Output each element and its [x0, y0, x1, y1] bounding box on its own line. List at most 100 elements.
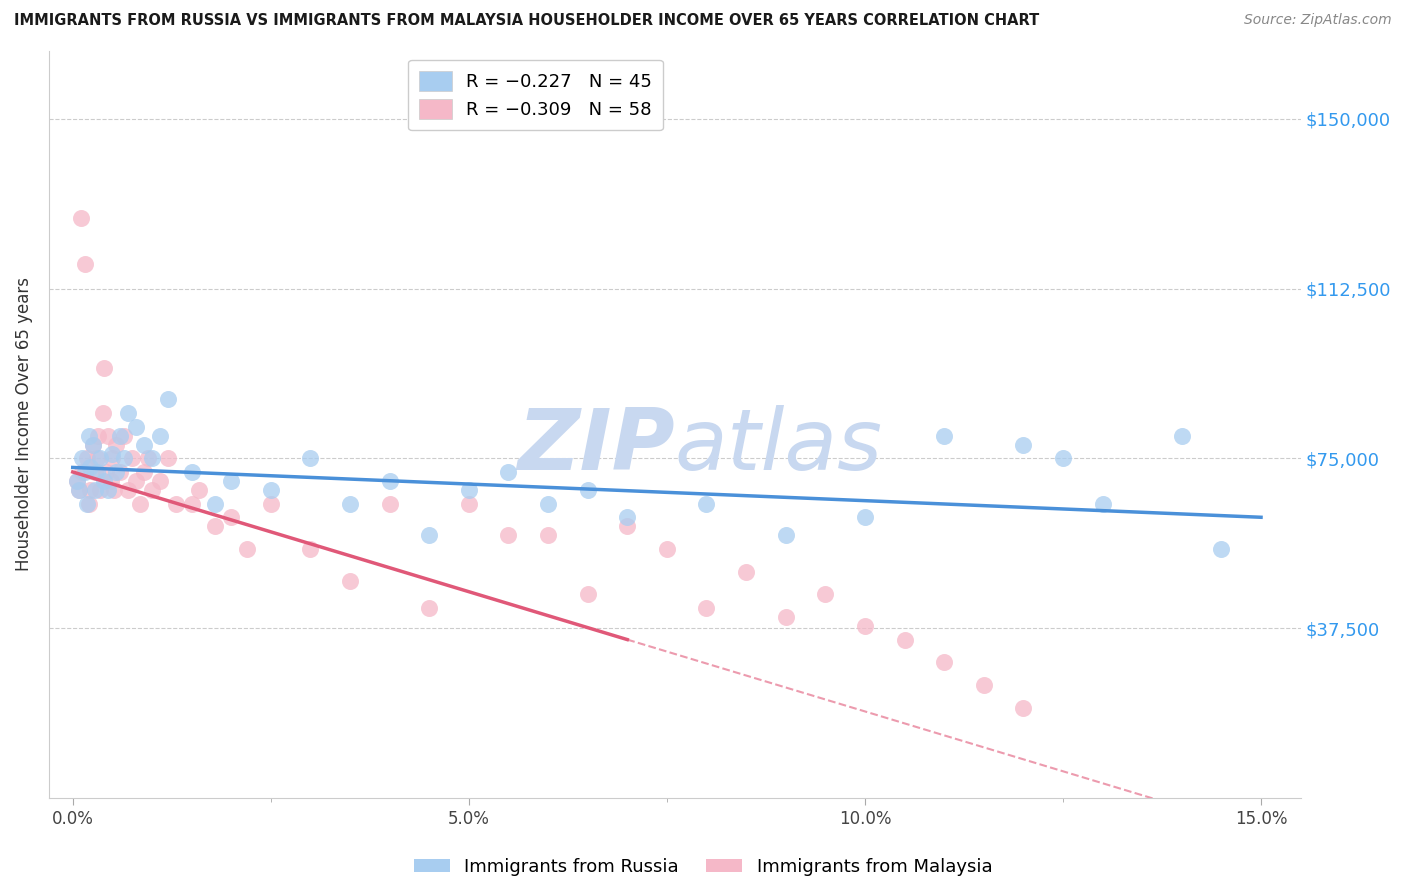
Point [76, 497, 98, 511]
Point [655, 541, 678, 556]
Point [149, 474, 172, 488]
Point [89, 451, 111, 466]
Point [219, 474, 242, 488]
Point [87, 428, 110, 442]
Point [86, 451, 108, 466]
Point [299, 451, 322, 466]
Point [70, 465, 93, 479]
Point [1171, 428, 1194, 442]
Point [110, 428, 132, 442]
Point [457, 497, 479, 511]
Point [814, 587, 837, 601]
Point [1211, 541, 1233, 556]
Point [70, 451, 93, 466]
Legend: Immigrants from Russia, Immigrants from Malaysia: Immigrants from Russia, Immigrants from … [406, 851, 1000, 883]
Point [69, 211, 91, 226]
Point [100, 474, 122, 488]
Point [105, 438, 128, 452]
Point [79, 483, 101, 497]
Point [79, 460, 101, 475]
Point [117, 483, 139, 497]
Point [299, 541, 322, 556]
Point [93, 474, 115, 488]
Point [537, 497, 560, 511]
Point [121, 451, 143, 466]
Text: IMMIGRANTS FROM RUSSIA VS IMMIGRANTS FROM MALAYSIA HOUSEHOLDER INCOME OVER 65 YE: IMMIGRANTS FROM RUSSIA VS IMMIGRANTS FRO… [14, 13, 1039, 29]
Point [616, 510, 638, 524]
Point [973, 678, 995, 692]
Text: ZIP: ZIP [517, 405, 675, 488]
Point [77, 497, 100, 511]
Point [188, 483, 211, 497]
Point [537, 528, 560, 542]
Point [82, 438, 104, 452]
Point [105, 465, 128, 479]
Point [1012, 438, 1035, 452]
Point [418, 528, 440, 542]
Point [695, 497, 717, 511]
Point [76, 451, 98, 466]
Point [67, 483, 90, 497]
Point [934, 655, 956, 669]
Point [132, 438, 155, 452]
Point [125, 474, 148, 488]
Point [149, 428, 172, 442]
Point [260, 483, 283, 497]
Point [934, 428, 956, 442]
Point [204, 497, 226, 511]
Point [112, 451, 135, 466]
Text: Source: ZipAtlas.com: Source: ZipAtlas.com [1244, 13, 1392, 28]
Point [853, 619, 876, 633]
Point [180, 465, 202, 479]
Point [93, 360, 115, 375]
Legend: R = −0.227   N = 45, R = −0.309   N = 58: R = −0.227 N = 45, R = −0.309 N = 58 [409, 60, 664, 130]
Point [97, 428, 120, 442]
Point [616, 519, 638, 533]
Point [775, 610, 797, 624]
Point [141, 483, 163, 497]
Point [156, 392, 179, 407]
Point [125, 419, 148, 434]
Point [66, 474, 89, 488]
Point [219, 510, 242, 524]
Point [110, 465, 132, 479]
Point [91, 406, 114, 420]
Point [103, 483, 125, 497]
Point [457, 483, 479, 497]
Point [132, 465, 155, 479]
Point [204, 519, 226, 533]
Point [73, 257, 96, 271]
Point [853, 510, 876, 524]
Point [1091, 497, 1114, 511]
Point [260, 497, 283, 511]
Point [576, 483, 599, 497]
Point [1052, 451, 1074, 466]
Point [695, 600, 717, 615]
Point [84, 465, 107, 479]
Point [101, 447, 124, 461]
Point [136, 451, 159, 466]
Point [378, 474, 401, 488]
Point [576, 587, 599, 601]
Point [893, 632, 915, 647]
Y-axis label: Householder Income Over 65 years: Householder Income Over 65 years [15, 277, 32, 572]
Point [112, 428, 135, 442]
Text: atlas: atlas [675, 405, 883, 488]
Point [1012, 700, 1035, 714]
Point [66, 474, 89, 488]
Point [418, 600, 440, 615]
Point [378, 497, 401, 511]
Point [86, 465, 108, 479]
Point [735, 565, 758, 579]
Point [101, 451, 124, 466]
Point [180, 497, 202, 511]
Point [156, 451, 179, 466]
Point [82, 438, 104, 452]
Point [89, 483, 111, 497]
Point [67, 483, 90, 497]
Point [117, 406, 139, 420]
Point [498, 528, 520, 542]
Point [141, 451, 163, 466]
Point [339, 497, 361, 511]
Point [97, 483, 120, 497]
